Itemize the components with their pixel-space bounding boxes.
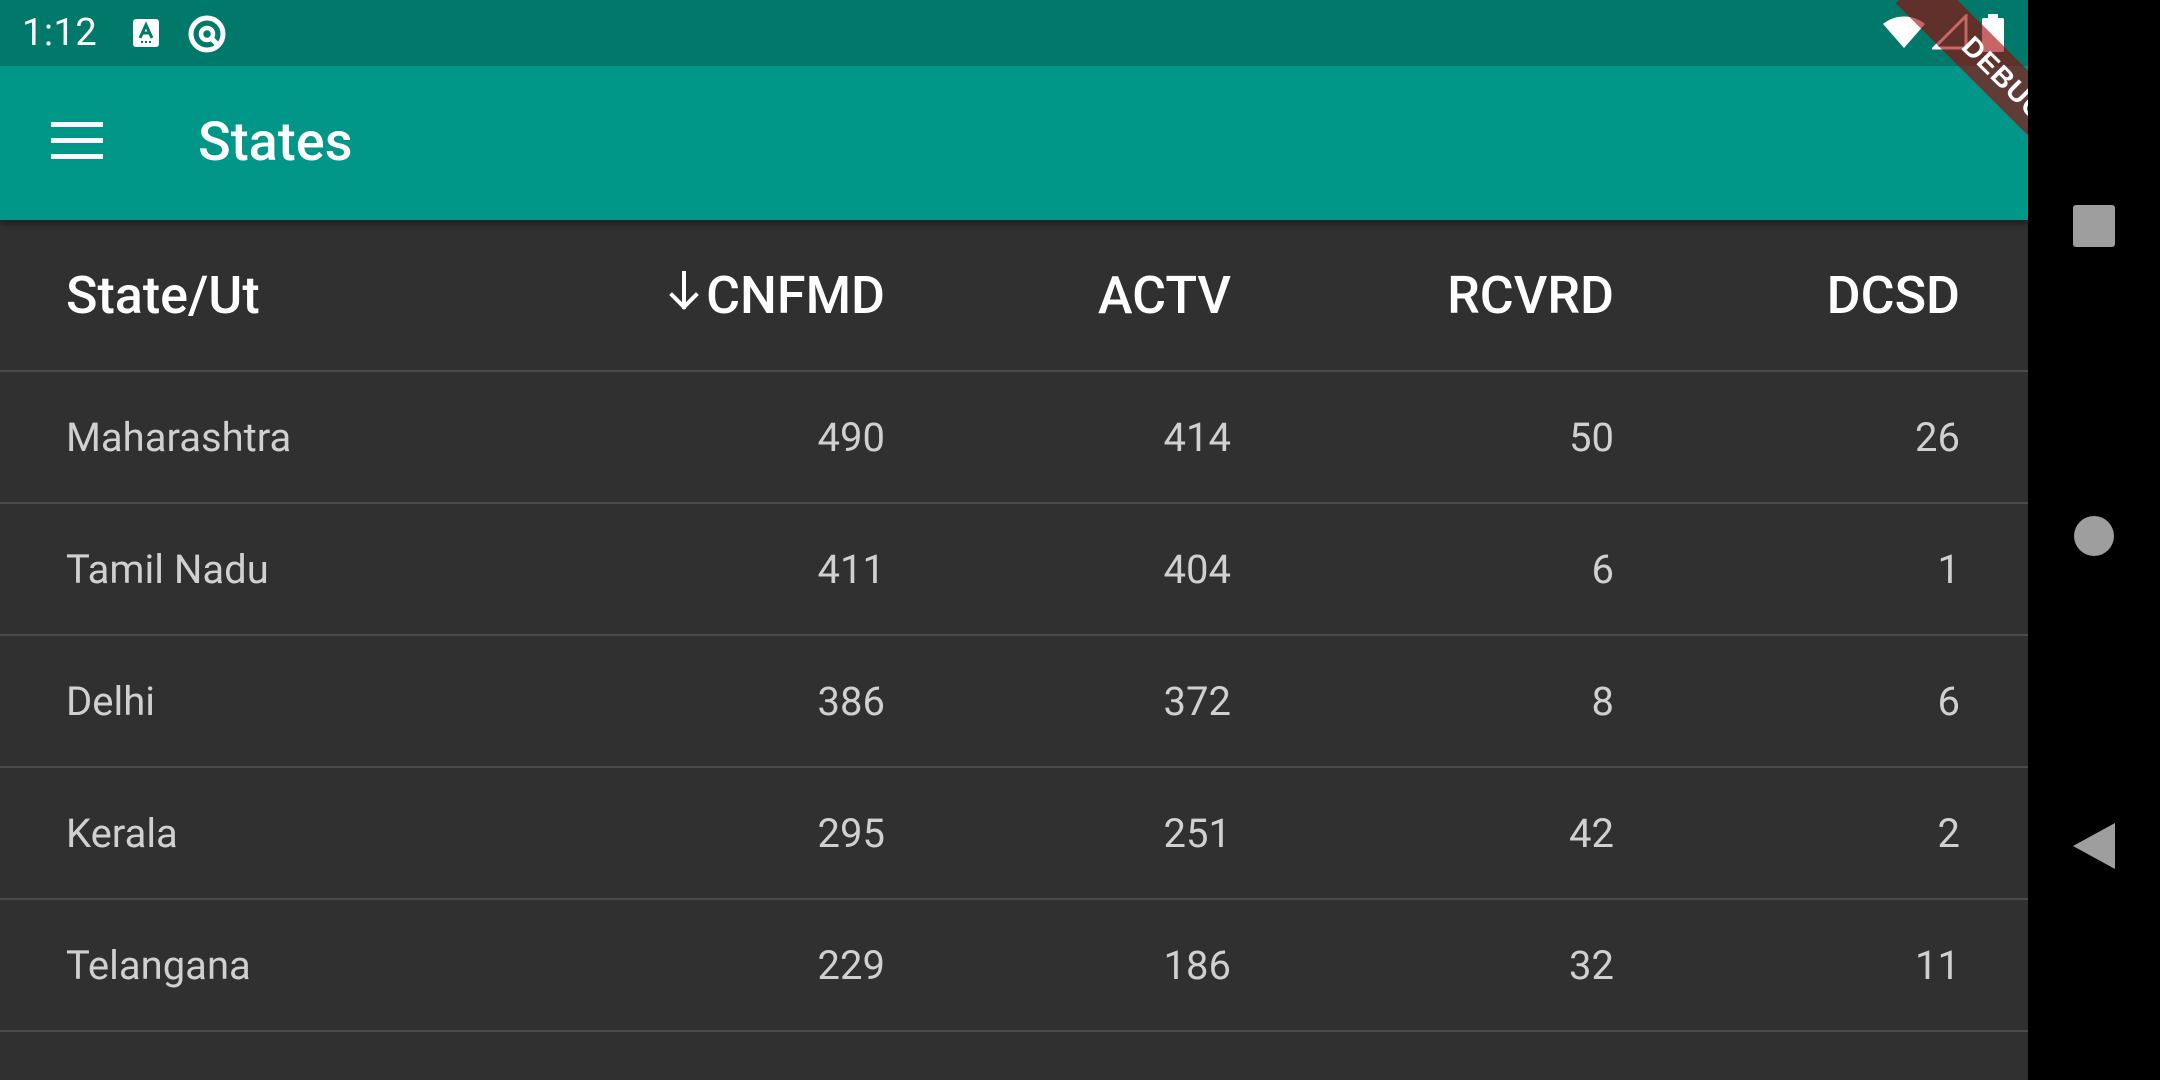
cell-deceased: 11 [1915, 941, 1960, 989]
cell-state: Delhi [66, 677, 155, 725]
recents-button[interactable] [2064, 198, 2124, 258]
cell-recovered: 8 [1591, 677, 1614, 725]
table-header-row: State/Ut CNFMD ACTV RCVRD DCSD [0, 220, 2028, 372]
cell-active: 372 [1163, 677, 1231, 725]
home-button[interactable] [2064, 508, 2124, 568]
back-triangle-icon [2073, 823, 2115, 873]
cell-active: 251 [1163, 809, 1231, 857]
cell-deceased: 26 [1915, 413, 1960, 461]
cell-state: Maharashtra [66, 413, 292, 461]
cell-confirmed: 295 [817, 809, 885, 857]
cell-state: Telangana [66, 941, 251, 989]
cell-recovered: 6 [1591, 545, 1614, 593]
cell-state: Kerala [66, 809, 178, 857]
table-row[interactable]: Maharashtra 490 414 50 26 [0, 372, 2028, 504]
a-keyboard-icon [132, 18, 160, 52]
app-bar: States [0, 66, 2028, 220]
cell-recovered: 42 [1569, 809, 1614, 857]
table-row[interactable]: Delhi 386 372 8 6 [0, 636, 2028, 768]
header-active[interactable]: ACTV [1098, 264, 1231, 326]
cell-confirmed: 386 [817, 677, 885, 725]
at-sync-icon [186, 13, 228, 59]
states-table: State/Ut CNFMD ACTV RCVRD DCSD Maharasht… [0, 220, 2028, 1032]
status-time: 1:12 [22, 11, 98, 55]
header-confirmed-label: CNFMD [706, 264, 885, 326]
header-state[interactable]: State/Ut [66, 264, 260, 326]
cell-active: 404 [1163, 545, 1231, 593]
cell-deceased: 2 [1937, 809, 1960, 857]
cell-state: Tamil Nadu [66, 545, 269, 593]
page-title: States [198, 111, 353, 174]
cell-confirmed: 229 [817, 941, 885, 989]
cell-recovered: 32 [1569, 941, 1614, 989]
table-row[interactable]: Telangana 229 186 32 11 [0, 900, 2028, 1032]
sort-descending-icon [666, 265, 702, 310]
cell-confirmed: 411 [817, 545, 885, 593]
menu-button[interactable] [40, 106, 114, 180]
home-circle-icon [2073, 515, 2115, 561]
table-row[interactable]: Kerala 295 251 42 2 [0, 768, 2028, 900]
header-confirmed[interactable]: CNFMD [560, 220, 885, 370]
cell-signal-icon [1930, 12, 1968, 54]
cell-active: 186 [1163, 941, 1231, 989]
battery-icon [1982, 14, 2004, 56]
table-row[interactable]: Tamil Nadu 411 404 6 1 [0, 504, 2028, 636]
app-screen: 1:12 [0, 0, 2028, 1080]
wifi-icon [1882, 14, 1926, 54]
cell-recovered: 50 [1569, 413, 1614, 461]
cell-deceased: 1 [1937, 545, 1960, 593]
header-deceased[interactable]: DCSD [1826, 264, 1960, 326]
cell-deceased: 6 [1937, 677, 1960, 725]
status-bar: 1:12 [0, 0, 2028, 66]
recents-square-icon [2073, 205, 2115, 251]
system-nav-bar [2028, 0, 2160, 1080]
cell-confirmed: 490 [817, 413, 885, 461]
cell-active: 414 [1163, 413, 1231, 461]
hamburger-menu-icon [51, 122, 103, 164]
header-recovered[interactable]: RCVRD [1447, 264, 1614, 326]
back-button[interactable] [2064, 818, 2124, 878]
